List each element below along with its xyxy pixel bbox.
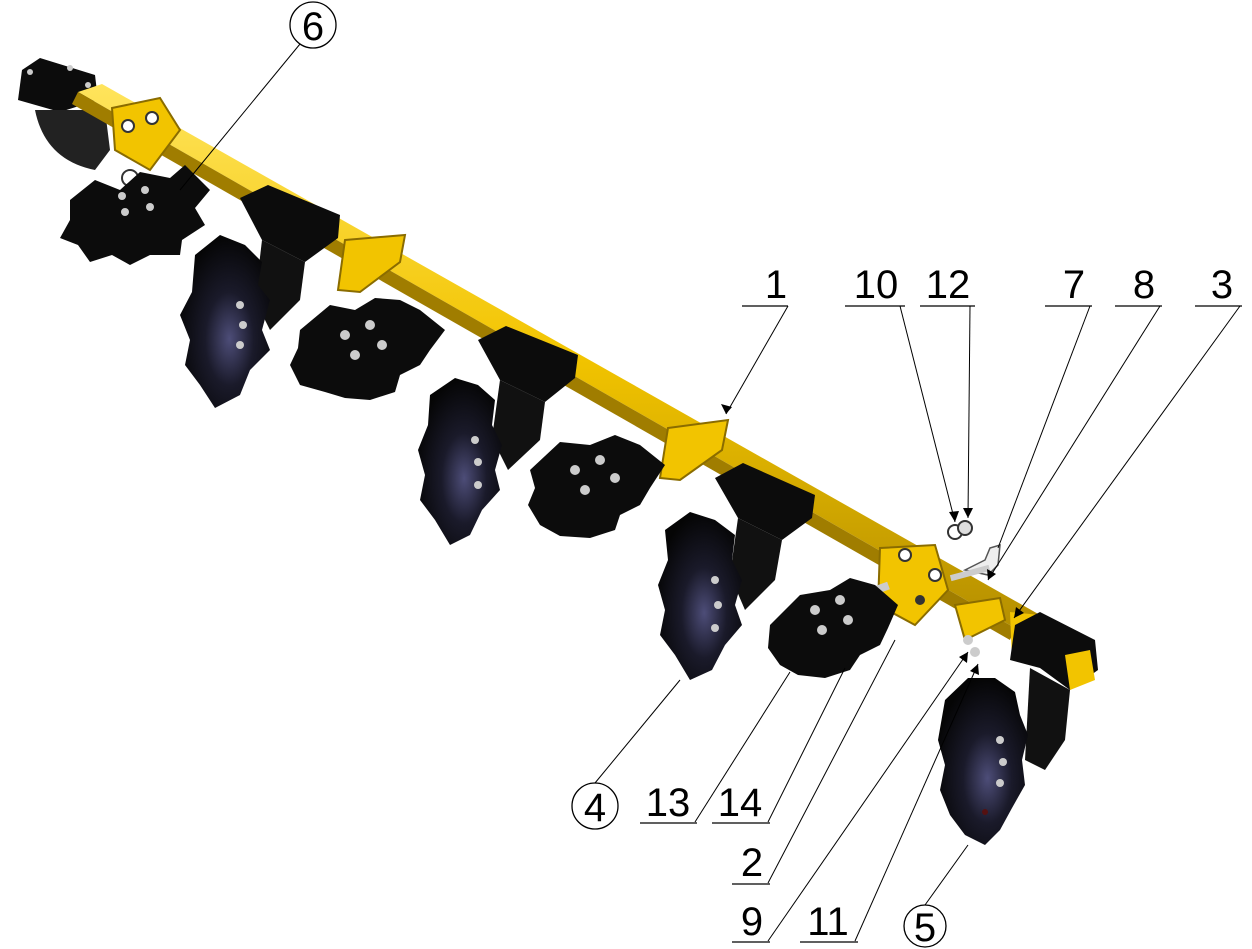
exploded-bolt-assembly (947, 520, 1001, 582)
leader-7 (997, 305, 1091, 549)
callout-12: 12 (920, 263, 975, 307)
callout-1-text: 1 (765, 263, 787, 307)
callout-9: 9 (732, 900, 770, 944)
disc-e (528, 435, 665, 538)
leader-lines (179, 43, 1241, 942)
leader-9 (767, 651, 969, 942)
callout-4: 4 (571, 782, 619, 830)
leader-6 (179, 43, 301, 191)
disc-f (658, 512, 742, 680)
disc-d (418, 378, 502, 545)
left-bearing-hub (110, 96, 182, 187)
clamp-3 (715, 463, 815, 610)
callout-13: 13 (640, 781, 697, 825)
disc-h (938, 678, 1028, 845)
callout-labels: 6 4 5 1 10 12 7 8 (289, 1, 1242, 949)
callout-6: 6 (289, 1, 337, 49)
leader-8 (987, 305, 1161, 581)
leader-10 (899, 305, 956, 523)
disc-g (768, 578, 898, 678)
leader-5 (924, 844, 969, 906)
callout-14: 14 (712, 781, 770, 825)
callout-3: 3 (1195, 263, 1242, 307)
callout-3-text: 3 (1211, 263, 1233, 307)
leader-12 (967, 305, 971, 519)
callout-4-text: 4 (584, 786, 606, 830)
callout-9-text: 9 (741, 900, 763, 944)
leader-13 (694, 671, 791, 823)
clamp-2 (478, 326, 578, 470)
leader-3 (1013, 305, 1241, 619)
callout-1: 1 (742, 263, 788, 307)
callout-2-text: 2 (741, 841, 763, 885)
leader-1 (725, 305, 789, 415)
callout-12-text: 12 (926, 263, 971, 307)
leader-11 (854, 663, 979, 942)
callout-8: 8 (1115, 263, 1162, 307)
callout-10-text: 10 (854, 263, 899, 307)
mounting-plate-left (336, 233, 407, 294)
disc-harrow-assembly (18, 58, 1098, 845)
callout-14-text: 14 (718, 781, 763, 825)
callout-13-text: 13 (646, 781, 691, 825)
leader-4 (594, 679, 681, 784)
disc-b (180, 235, 270, 408)
callout-6-text: 6 (302, 5, 324, 49)
callout-7: 7 (1045, 263, 1092, 307)
callout-5: 5 (903, 904, 947, 949)
callout-8-text: 8 (1133, 263, 1155, 307)
disc-a (60, 165, 210, 265)
leader-14 (767, 667, 846, 823)
right-end-section (953, 596, 1098, 770)
callout-2: 2 (732, 841, 770, 885)
callout-5-text: 5 (914, 906, 936, 949)
callout-11: 11 (800, 900, 858, 944)
leader-2 (767, 639, 896, 884)
disc-c (290, 298, 445, 400)
callout-11-text: 11 (807, 900, 849, 944)
callout-10: 10 (845, 263, 905, 307)
callout-7-text: 7 (1063, 263, 1085, 307)
